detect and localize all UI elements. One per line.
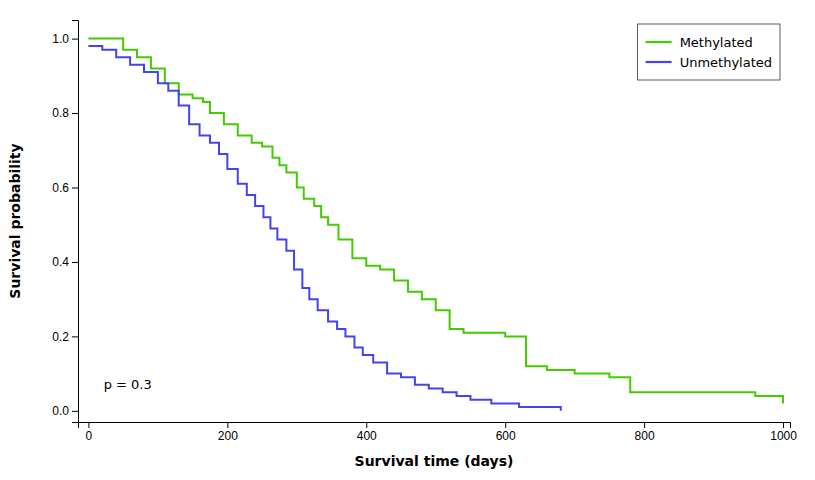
y-tick-label: 0.4 xyxy=(52,255,69,269)
x-tick: 400 xyxy=(357,422,377,443)
y-tick-label: 1.0 xyxy=(52,32,69,46)
x-tick-mark xyxy=(644,422,645,428)
y-tick: 1.0 xyxy=(52,32,78,46)
y-tick-mark xyxy=(72,411,78,412)
y-tick: 0.6 xyxy=(52,181,78,195)
y-tick-mark xyxy=(72,262,78,263)
y-tick: 0.8 xyxy=(52,106,78,120)
x-tick-label: 800 xyxy=(635,429,655,443)
y-tick: 0.2 xyxy=(52,330,78,344)
x-tick: 800 xyxy=(635,422,655,443)
y-tick: 0.4 xyxy=(52,255,78,269)
y-tick-mark xyxy=(72,113,78,114)
legend: Methylated Unmethylated xyxy=(638,24,780,80)
legend-swatch xyxy=(646,61,672,63)
y-tick: 0.0 xyxy=(52,404,78,418)
legend-item: Methylated xyxy=(646,35,753,50)
x-axis: 0 200 400 600 800 1000 xyxy=(79,422,798,443)
chart-svg: 0 200 400 600 800 1000 0.0 0.2 0.4 0.6 0.8 1.0 Survi… xyxy=(0,0,815,480)
annotation: p = 0.3 xyxy=(104,377,152,392)
x-tick-mark xyxy=(227,422,228,428)
x-tick-label: 600 xyxy=(496,429,516,443)
x-tick: 200 xyxy=(218,422,238,443)
x-tick-label: 200 xyxy=(218,429,238,443)
legend-item: Unmethylated xyxy=(646,55,772,70)
y-tick-mark xyxy=(72,188,78,189)
y-tick-label: 0.6 xyxy=(52,181,69,195)
x-tick-mark xyxy=(783,422,784,428)
x-tick-mark xyxy=(366,422,367,428)
x-tick-label: 400 xyxy=(357,429,377,443)
y-tick-mark xyxy=(72,336,78,337)
y-axis-title: Survival probability xyxy=(7,143,23,298)
x-tick-label: 0 xyxy=(86,429,93,443)
y-axis-line xyxy=(72,21,79,423)
y-axis: 0.0 0.2 0.4 0.6 0.8 1.0 xyxy=(52,21,78,423)
x-tick-mark xyxy=(88,422,89,428)
y-tick-mark xyxy=(72,39,78,40)
chart-container: 0 200 400 600 800 1000 0.0 0.2 0.4 0.6 0.8 1.0 Survi… xyxy=(0,0,815,480)
legend-label: Unmethylated xyxy=(680,55,772,70)
x-tick-mark xyxy=(505,422,506,428)
survival-line xyxy=(88,39,783,404)
legend-frame xyxy=(638,24,780,80)
plot-area xyxy=(88,39,783,411)
survival-line xyxy=(88,46,560,411)
x-tick: 0 xyxy=(86,422,93,443)
legend-swatch xyxy=(646,41,672,43)
y-tick-label: 0.2 xyxy=(52,330,69,344)
y-tick-label: 0.8 xyxy=(52,106,69,120)
legend-label: Methylated xyxy=(680,35,753,50)
x-axis-line xyxy=(79,423,791,429)
y-tick-label: 0.0 xyxy=(52,404,69,418)
x-axis-title: Survival time (days) xyxy=(355,453,514,469)
x-tick-label: 1000 xyxy=(770,429,797,443)
x-tick: 1000 xyxy=(770,422,797,443)
x-tick: 600 xyxy=(496,422,516,443)
